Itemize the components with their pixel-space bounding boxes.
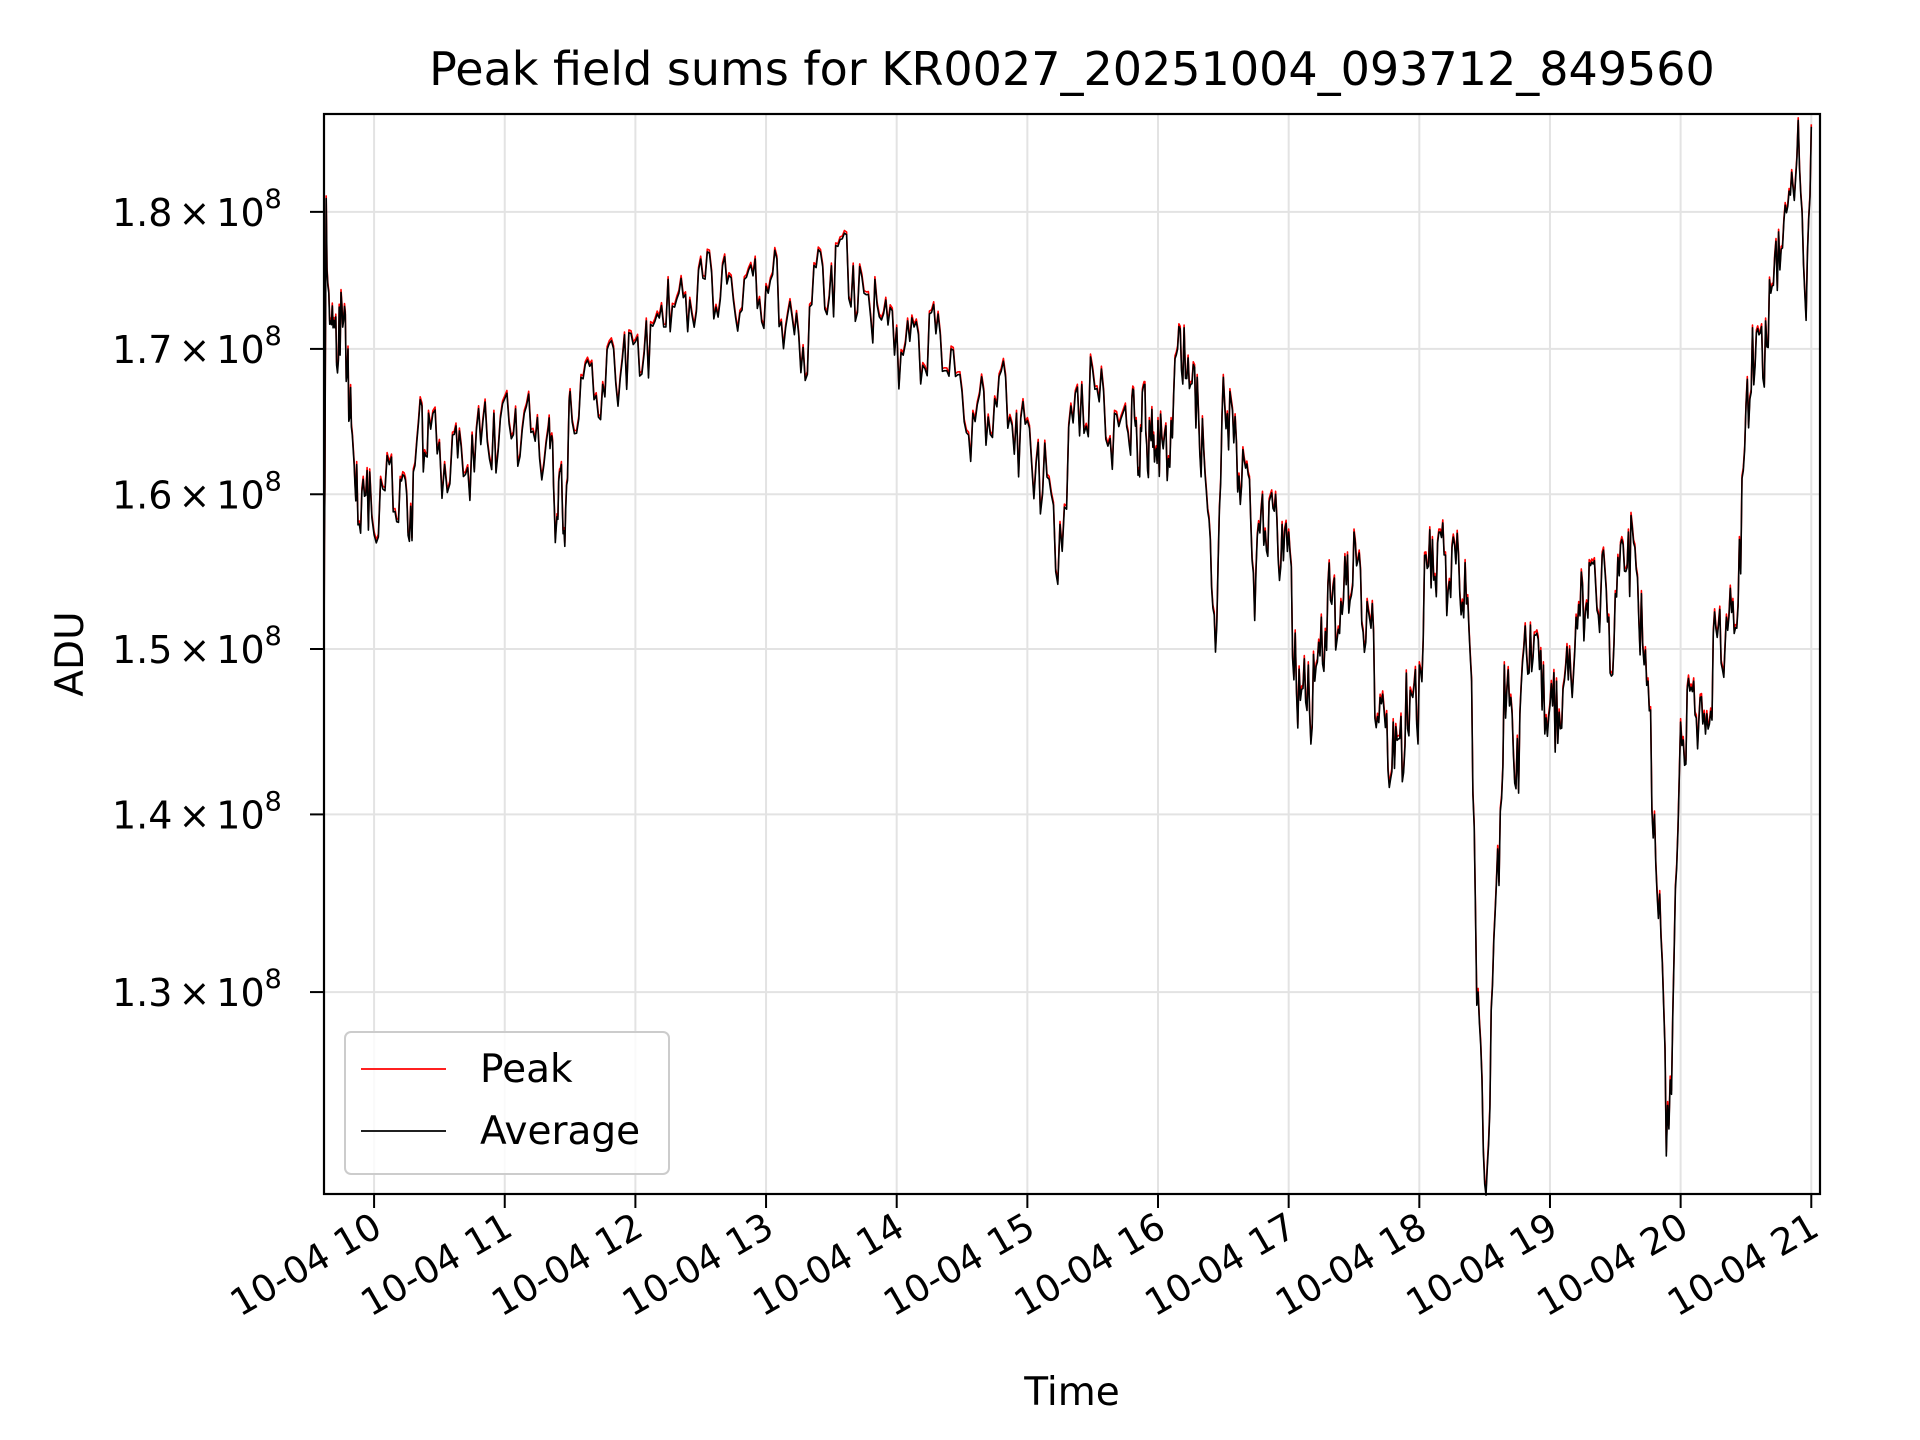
y-tick-exponent: 8: [265, 466, 282, 497]
y-tick-exponent: 8: [265, 964, 282, 995]
y-tick-base: 10: [216, 328, 264, 372]
legend-label-average: Average: [480, 1109, 640, 1154]
y-tick-label: 1.5 × 108: [112, 621, 282, 672]
y-tick-times: ×: [178, 971, 210, 1015]
y-tick-label: 1.3 × 108: [112, 964, 282, 1015]
y-tick-base: 10: [216, 971, 264, 1015]
y-tick-mantissa: 1.5: [112, 628, 172, 672]
y-tick-base: 10: [216, 191, 264, 235]
y-tick-mantissa: 1.8: [112, 191, 172, 235]
grid: [324, 114, 1820, 1194]
y-tick-times: ×: [178, 628, 210, 672]
y-tick-times: ×: [178, 793, 210, 837]
y-tick-mantissa: 1.3: [112, 971, 172, 1015]
y-tick-label: 1.8 × 108: [112, 184, 282, 235]
chart-title: Peak field sums for KR0027_20251004_0937…: [429, 42, 1715, 96]
plot-frame: [322, 112, 1822, 1196]
y-tick-mantissa: 1.7: [112, 328, 172, 372]
y-tick-times: ×: [178, 191, 210, 235]
x-axis-label: Time: [1023, 1370, 1119, 1415]
y-tick-exponent: 8: [265, 621, 282, 652]
y-tick-times: ×: [178, 473, 210, 517]
series-line-average: [323, 119, 1813, 1196]
y-tick-label: 1.7 × 108: [112, 321, 282, 372]
y-tick-exponent: 8: [265, 184, 282, 215]
y-tick-mantissa: 1.4: [112, 793, 172, 837]
y-tick-times: ×: [178, 328, 210, 372]
y-tick-base: 10: [216, 473, 264, 517]
y-tick-label: 1.4 × 108: [112, 786, 282, 837]
legend-box: [344, 1031, 670, 1175]
legend: Peak Average: [344, 1031, 670, 1175]
y-tick-base: 10: [216, 793, 264, 837]
y-tick-label: 1.6 × 108: [112, 466, 282, 517]
plot-series: [323, 117, 1813, 1196]
y-tick-mantissa: 1.6: [112, 473, 172, 517]
y-tick-exponent: 8: [265, 321, 282, 352]
y-tick-base: 10: [216, 628, 264, 672]
legend-label-peak: Peak: [480, 1047, 573, 1092]
y-axis-label: ADU: [48, 611, 93, 696]
y-tick-exponent: 8: [265, 786, 282, 817]
